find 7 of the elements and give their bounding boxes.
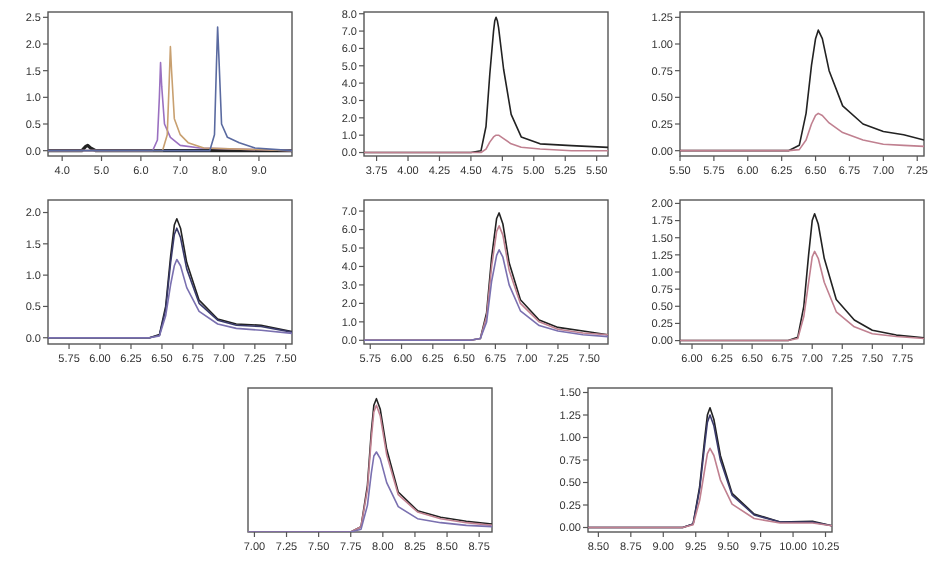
- line-series: [680, 250, 924, 342]
- line-series: [48, 26, 292, 152]
- line-series: [48, 258, 292, 339]
- line-series: [364, 249, 608, 342]
- line-series: [680, 112, 924, 152]
- line-series: [588, 447, 832, 529]
- line-series: [364, 134, 608, 154]
